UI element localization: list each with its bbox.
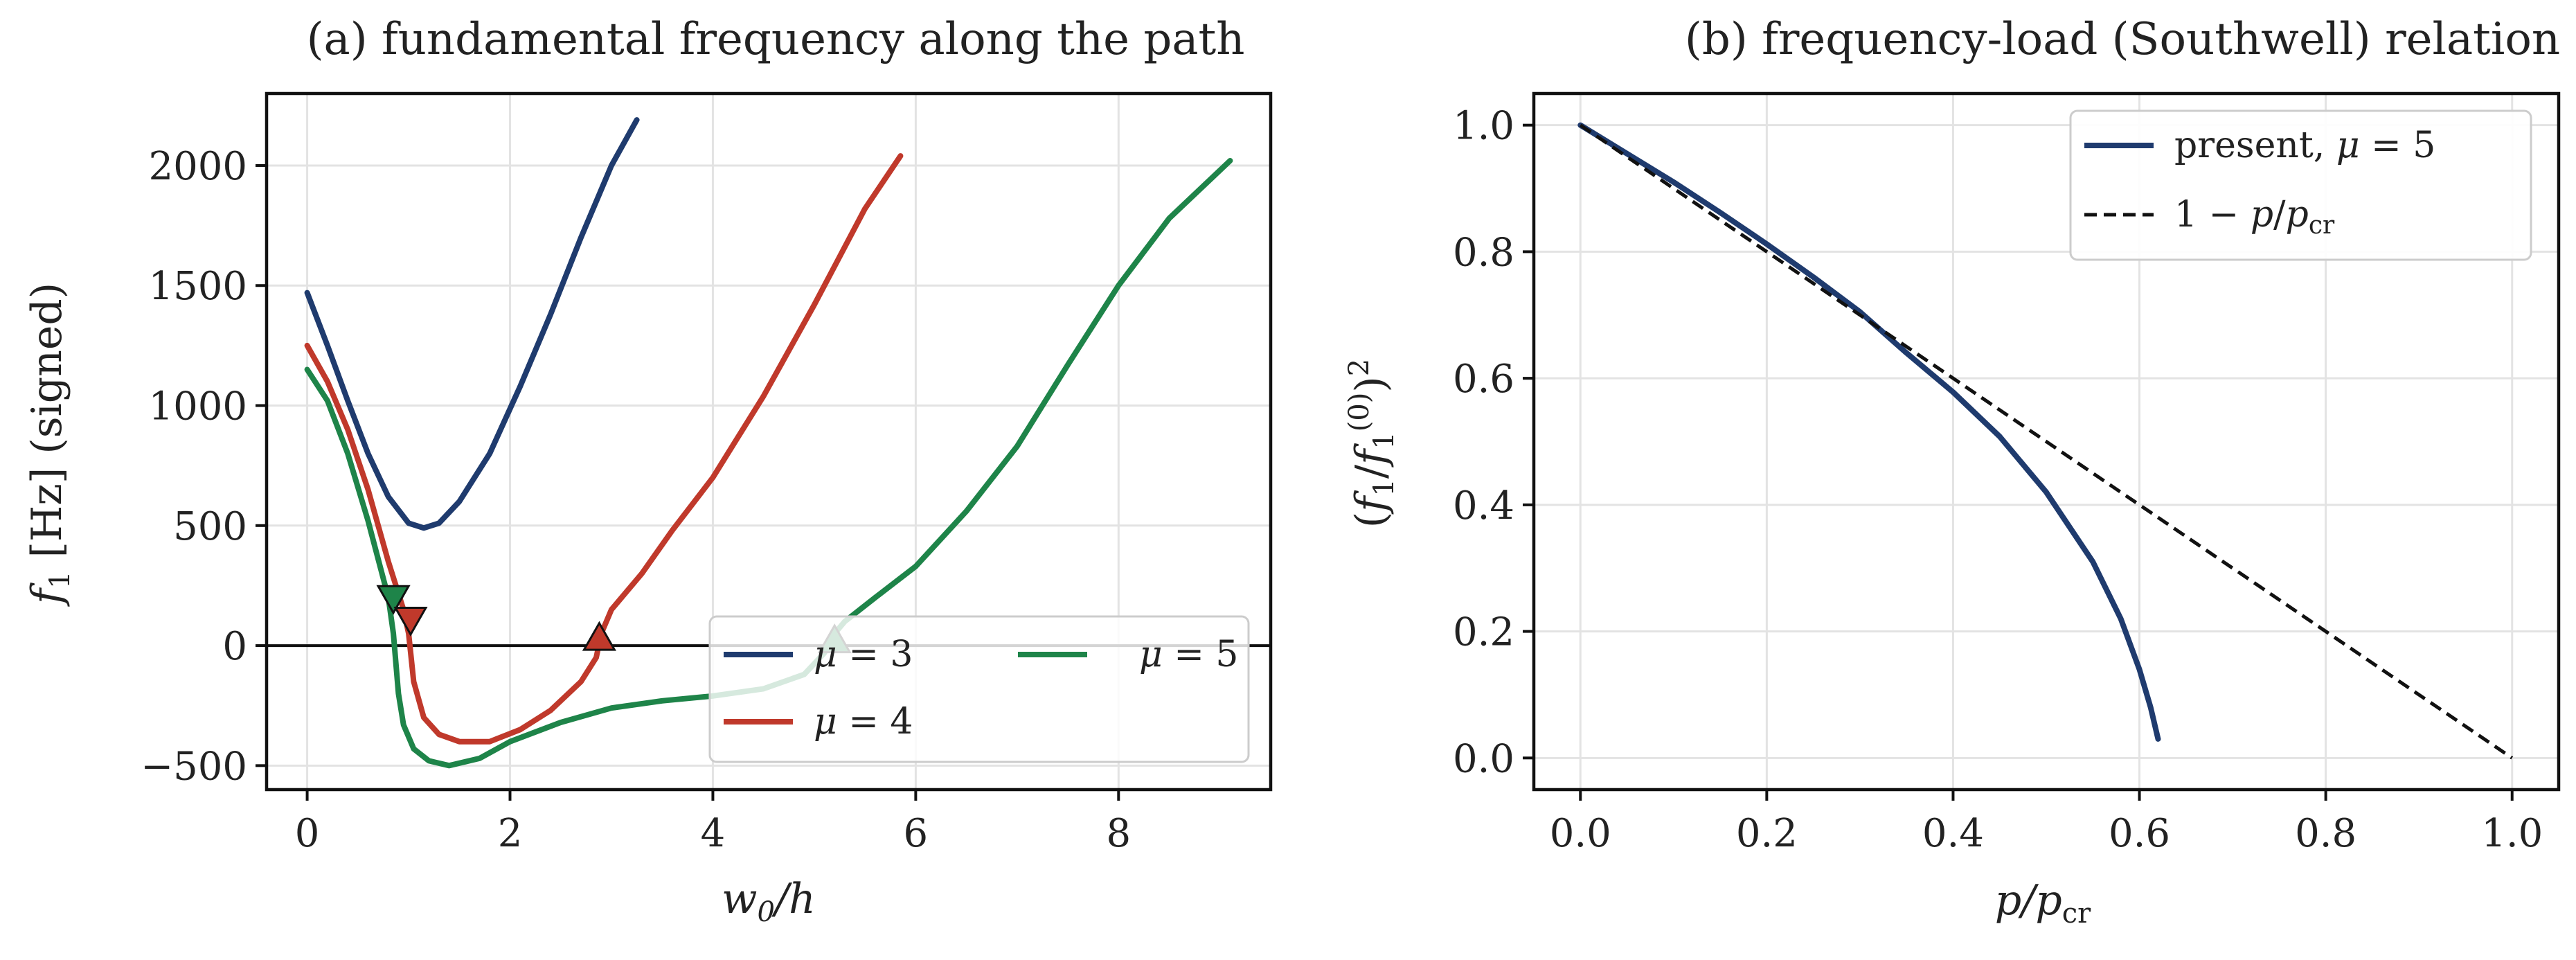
panel-a-series: [304, 117, 1233, 769]
panel-a-title: (a) fundamental frequency along the path: [307, 14, 1245, 65]
panel-a-y-ticks: −500 0 500 1000 1500 2000: [141, 144, 267, 789]
turning-point-marker-0: [376, 585, 411, 615]
x-tick-label: 8: [1106, 811, 1131, 856]
panel-b-title: (b) frequency-load (Southwell) relation: [1685, 14, 2560, 65]
panel-b: (b) frequency-load (Southwell) relation …: [1343, 14, 2561, 930]
panel-b-legend-box: [2069, 109, 2532, 261]
turning-point-marker-2: [582, 621, 616, 651]
y-tick-label: 0.8: [1453, 230, 1514, 275]
y-tick-label: 1500: [148, 264, 247, 309]
x-tick-label: 0: [295, 811, 320, 856]
y-tick-label: 1.0: [1453, 104, 1514, 149]
panel-b-series: [1577, 122, 2514, 760]
series-line-1: [304, 153, 904, 745]
x-tick-label: 2: [498, 811, 523, 856]
panel-b-y-label: (f1/f1(0))2: [1343, 359, 1400, 528]
x-tick-label: 4: [701, 811, 726, 856]
panel-a-y-label: f1 [Hz] (signed): [23, 283, 76, 607]
y-tick-label: 0.6: [1453, 357, 1514, 402]
y-tick-label: 500: [173, 504, 247, 549]
y-tick-label: 0: [222, 624, 247, 669]
legend-label-mu3: μ = 3: [814, 634, 913, 675]
panel-a-legend: μ = 3 μ = 4 μ = 5: [708, 615, 1250, 763]
panel-b-legend: present, μ = 5 1 − p/pcr: [2069, 109, 2532, 261]
series-line-0: [304, 117, 640, 531]
x-tick-label: 6: [904, 811, 929, 856]
x-tick-label: 1.0: [2481, 811, 2543, 856]
turning-point-marker-1: [393, 606, 428, 637]
legend-label-reference: 1 − p/pcr: [2174, 194, 2335, 240]
y-tick-label: 0.0: [1453, 736, 1514, 781]
panel-a-x-ticks: 0 2 4 6 8: [295, 790, 1131, 856]
legend-label-mu5: μ = 5: [1139, 634, 1239, 675]
legend-item-mu3: μ = 3: [724, 634, 913, 675]
y-tick-label: −500: [141, 744, 247, 789]
y-tick-label: 0.4: [1453, 483, 1514, 528]
series-line-0: [1577, 122, 2161, 742]
legend-label-present: present, μ = 5: [2174, 125, 2435, 166]
legend-item-mu5: μ = 5: [1018, 634, 1239, 675]
panel-b-frame: [1532, 91, 2561, 792]
y-tick-label: 2000: [148, 144, 247, 189]
panel-a-legend-box: [708, 615, 1250, 763]
x-tick-label: 0.8: [2295, 811, 2356, 856]
legend-item-reference: 1 − p/pcr: [2084, 194, 2335, 240]
legend-label-mu4: μ = 4: [814, 701, 913, 743]
panel-a-x-label: w0/h: [722, 875, 816, 928]
y-tick-label: 1000: [148, 384, 247, 429]
panel-b-x-label: p/pcr: [1995, 876, 2091, 930]
legend-item-mu4: μ = 4: [724, 701, 913, 743]
series-line-2: [304, 158, 1233, 769]
x-tick-label: 0.2: [1736, 811, 1798, 856]
panel-b-y-ticks: 0.0 0.2 0.4 0.6 0.8 1.0: [1453, 104, 1534, 781]
y-tick-label: 0.2: [1453, 610, 1514, 655]
x-tick-label: 0.6: [2109, 811, 2170, 856]
panel-b-x-ticks: 0.0 0.2 0.4 0.6 0.8 1.0: [1550, 790, 2543, 856]
legend-item-present: present, μ = 5: [2084, 125, 2435, 166]
panel-a: (a) fundamental frequency along the path…: [23, 14, 1273, 928]
series-line-1: [1579, 123, 2514, 760]
x-tick-label: 0.0: [1550, 811, 1611, 856]
panel-a-frame: [265, 91, 1273, 792]
x-tick-label: 0.4: [1922, 811, 1984, 856]
